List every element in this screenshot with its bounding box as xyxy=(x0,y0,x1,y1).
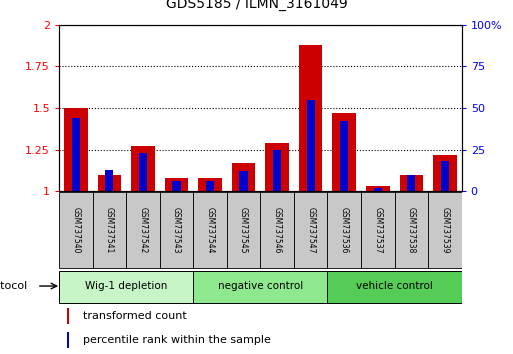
Text: Wig-1 depletion: Wig-1 depletion xyxy=(85,281,167,291)
Bar xyxy=(400,175,423,191)
Bar xyxy=(67,308,69,324)
Bar xyxy=(361,192,394,268)
Bar xyxy=(64,108,88,191)
Bar xyxy=(273,149,281,191)
Text: protocol: protocol xyxy=(0,281,27,291)
Bar xyxy=(227,192,260,268)
Bar xyxy=(59,192,92,268)
Bar xyxy=(206,181,214,191)
Bar xyxy=(126,192,160,268)
Bar xyxy=(97,175,121,191)
Text: GSM737545: GSM737545 xyxy=(239,207,248,253)
Bar xyxy=(165,178,188,191)
Bar xyxy=(299,45,323,191)
Bar xyxy=(240,171,248,191)
Text: GSM737546: GSM737546 xyxy=(272,207,282,253)
Bar xyxy=(307,100,315,191)
Text: negative control: negative control xyxy=(218,281,303,291)
Bar xyxy=(366,186,389,191)
Text: GSM737547: GSM737547 xyxy=(306,207,315,253)
Bar xyxy=(193,192,227,268)
Bar xyxy=(160,192,193,268)
Text: percentile rank within the sample: percentile rank within the sample xyxy=(83,335,271,346)
Text: GSM737543: GSM737543 xyxy=(172,207,181,253)
Bar xyxy=(428,192,462,268)
Bar xyxy=(92,192,126,268)
Bar xyxy=(433,155,457,191)
Bar xyxy=(193,271,327,303)
Bar xyxy=(232,163,255,191)
Bar xyxy=(72,118,80,191)
Bar xyxy=(198,178,222,191)
Bar xyxy=(131,146,154,191)
Bar xyxy=(394,192,428,268)
Bar xyxy=(441,161,449,191)
Bar xyxy=(260,192,294,268)
Bar xyxy=(294,192,327,268)
Text: transformed count: transformed count xyxy=(83,312,187,321)
Bar xyxy=(373,188,382,191)
Text: GSM737538: GSM737538 xyxy=(407,207,416,253)
Bar xyxy=(327,271,462,303)
Text: GSM737542: GSM737542 xyxy=(139,207,147,253)
Bar xyxy=(67,332,69,348)
Text: GSM737537: GSM737537 xyxy=(373,207,382,253)
Bar xyxy=(59,271,193,303)
Bar xyxy=(327,192,361,268)
Bar xyxy=(172,181,181,191)
Bar xyxy=(332,113,356,191)
Text: GSM737544: GSM737544 xyxy=(206,207,214,253)
Text: GSM737541: GSM737541 xyxy=(105,207,114,253)
Bar xyxy=(139,153,147,191)
Bar xyxy=(407,175,416,191)
Text: vehicle control: vehicle control xyxy=(356,281,433,291)
Text: GSM737540: GSM737540 xyxy=(71,207,80,253)
Text: GSM737536: GSM737536 xyxy=(340,207,349,253)
Text: GDS5185 / ILMN_3161049: GDS5185 / ILMN_3161049 xyxy=(166,0,347,11)
Bar xyxy=(105,170,113,191)
Bar xyxy=(340,121,348,191)
Text: GSM737539: GSM737539 xyxy=(441,207,449,253)
Bar xyxy=(265,143,289,191)
